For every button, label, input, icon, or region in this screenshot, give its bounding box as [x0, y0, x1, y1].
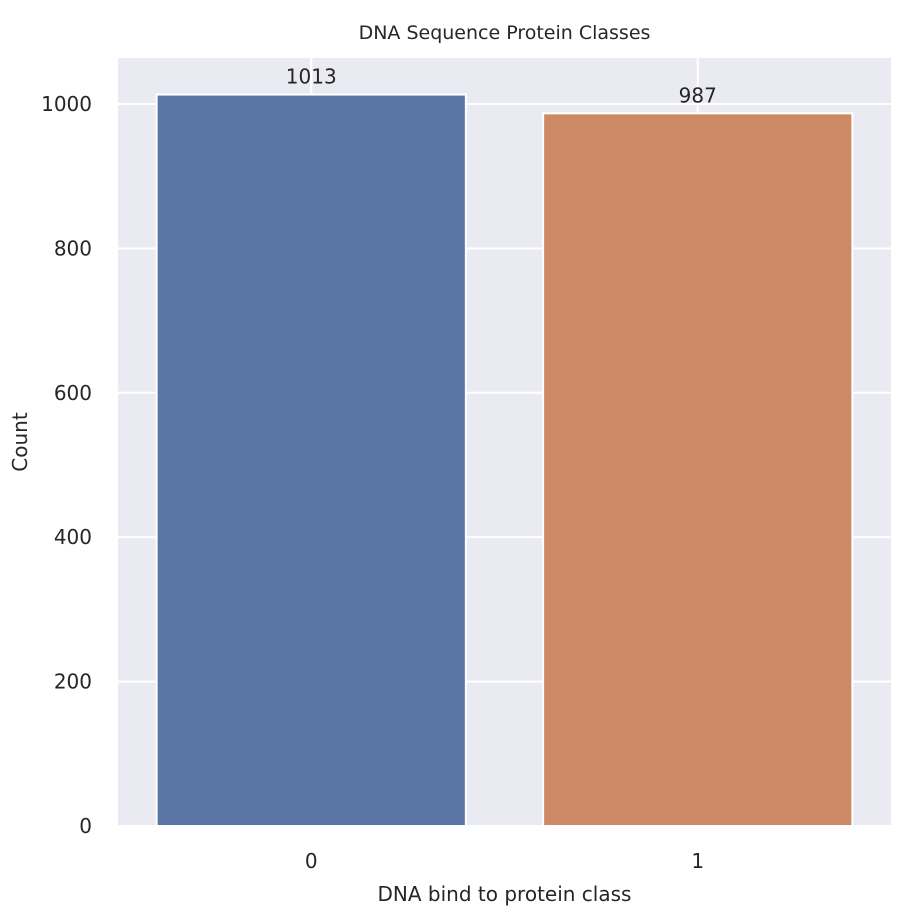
bar [155, 93, 467, 828]
x-axis-label: DNA bind to protein class [378, 882, 632, 906]
x-tick-label: 0 [305, 849, 318, 873]
y-axis-label: Count [8, 412, 32, 472]
y-tick-label: 600 [54, 381, 92, 405]
x-tick-label: 1 [691, 849, 704, 873]
data-labels: 1013 987 [286, 65, 717, 108]
y-tick-label: 800 [54, 236, 92, 260]
y-tick-label: 400 [54, 525, 92, 549]
chart-title: DNA Sequence Protein Classes [359, 22, 651, 44]
y-axis-ticks: 0 200 400 600 800 1000 [41, 92, 92, 838]
y-tick-label: 1000 [41, 92, 92, 116]
bar-value-label: 1013 [286, 65, 337, 89]
bars [155, 93, 854, 828]
bar-value-label: 987 [679, 83, 717, 107]
y-tick-label: 0 [79, 814, 92, 838]
y-tick-label: 200 [54, 670, 92, 694]
bar [542, 112, 854, 827]
